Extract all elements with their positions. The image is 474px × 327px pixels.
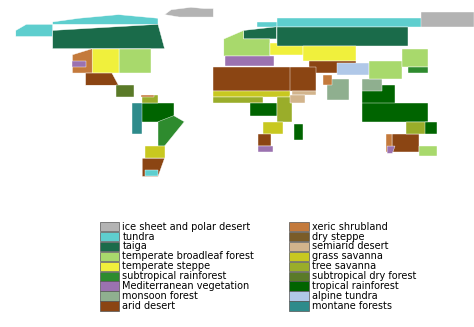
- Polygon shape: [141, 95, 154, 97]
- Polygon shape: [224, 30, 270, 56]
- Polygon shape: [118, 49, 151, 73]
- Bar: [100, 282, 119, 291]
- Polygon shape: [419, 146, 437, 156]
- Polygon shape: [292, 91, 316, 95]
- Polygon shape: [73, 61, 86, 67]
- Bar: [100, 262, 119, 271]
- Polygon shape: [213, 67, 290, 91]
- Text: alpine tundra: alpine tundra: [312, 291, 377, 301]
- Polygon shape: [225, 56, 274, 66]
- Polygon shape: [386, 134, 392, 152]
- Bar: [100, 271, 119, 281]
- Text: arid desert: arid desert: [122, 301, 175, 311]
- Polygon shape: [276, 18, 474, 27]
- Polygon shape: [293, 124, 303, 140]
- Polygon shape: [323, 76, 332, 85]
- Polygon shape: [132, 103, 142, 134]
- Bar: [289, 271, 309, 281]
- Bar: [289, 242, 309, 251]
- Polygon shape: [362, 79, 382, 91]
- Polygon shape: [337, 63, 369, 76]
- Polygon shape: [270, 43, 303, 55]
- Polygon shape: [276, 97, 292, 122]
- Polygon shape: [408, 67, 428, 73]
- Polygon shape: [116, 85, 134, 97]
- Text: tundra: tundra: [122, 232, 155, 242]
- Polygon shape: [145, 170, 158, 177]
- Polygon shape: [213, 91, 290, 97]
- Polygon shape: [387, 146, 395, 153]
- Text: subtropical rainforest: subtropical rainforest: [122, 271, 227, 281]
- Polygon shape: [158, 116, 184, 146]
- Polygon shape: [401, 49, 428, 67]
- Text: dry steppe: dry steppe: [312, 232, 365, 242]
- Polygon shape: [86, 73, 118, 85]
- Text: xeric shrubland: xeric shrubland: [312, 222, 388, 232]
- Text: semiarid desert: semiarid desert: [312, 242, 388, 251]
- Text: grass savanna: grass savanna: [312, 251, 383, 261]
- Polygon shape: [16, 24, 53, 37]
- Polygon shape: [244, 27, 276, 39]
- Polygon shape: [250, 103, 276, 116]
- Polygon shape: [327, 79, 349, 100]
- Polygon shape: [53, 15, 158, 24]
- Bar: [100, 252, 119, 261]
- Polygon shape: [283, 67, 316, 91]
- Polygon shape: [421, 12, 474, 27]
- Polygon shape: [392, 134, 419, 152]
- Polygon shape: [264, 122, 283, 134]
- Polygon shape: [134, 103, 174, 122]
- Polygon shape: [290, 95, 305, 103]
- Text: ice sheet and polar desert: ice sheet and polar desert: [122, 222, 251, 232]
- Text: Mediterranean vegetation: Mediterranean vegetation: [122, 281, 249, 291]
- Bar: [289, 262, 309, 271]
- Polygon shape: [276, 27, 408, 46]
- Polygon shape: [142, 158, 164, 177]
- Text: montane forests: montane forests: [312, 301, 392, 311]
- Bar: [289, 222, 309, 232]
- Polygon shape: [258, 146, 273, 152]
- Bar: [289, 282, 309, 291]
- Polygon shape: [362, 85, 395, 110]
- Polygon shape: [142, 95, 158, 103]
- Polygon shape: [303, 46, 356, 61]
- Text: monsoon forest: monsoon forest: [122, 291, 198, 301]
- Polygon shape: [53, 24, 164, 49]
- Polygon shape: [258, 134, 271, 146]
- Polygon shape: [310, 61, 356, 73]
- Polygon shape: [73, 49, 92, 73]
- Polygon shape: [213, 97, 264, 103]
- Bar: [100, 232, 119, 241]
- Text: taiga: taiga: [122, 242, 147, 251]
- Polygon shape: [164, 7, 213, 17]
- Bar: [100, 301, 119, 311]
- Polygon shape: [145, 146, 164, 158]
- Bar: [100, 222, 119, 232]
- Bar: [100, 242, 119, 251]
- Polygon shape: [406, 122, 428, 134]
- Bar: [289, 291, 309, 301]
- Bar: [100, 291, 119, 301]
- Polygon shape: [369, 61, 401, 79]
- Polygon shape: [362, 103, 428, 122]
- Bar: [289, 301, 309, 311]
- Text: temperate steppe: temperate steppe: [122, 261, 210, 271]
- Polygon shape: [425, 122, 437, 134]
- Text: temperate broadleaf forest: temperate broadleaf forest: [122, 251, 254, 261]
- Polygon shape: [92, 49, 118, 73]
- Text: tree savanna: tree savanna: [312, 261, 376, 271]
- Bar: [289, 252, 309, 261]
- Polygon shape: [257, 22, 276, 27]
- Bar: [289, 232, 309, 241]
- Text: subtropical dry forest: subtropical dry forest: [312, 271, 416, 281]
- Text: tropical rainforest: tropical rainforest: [312, 281, 399, 291]
